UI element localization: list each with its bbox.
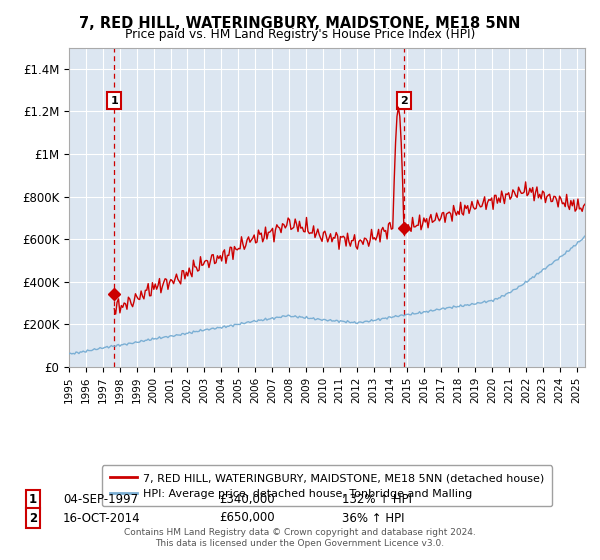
Text: 2: 2 (400, 96, 407, 106)
Text: 16-OCT-2014: 16-OCT-2014 (63, 511, 140, 525)
Text: Price paid vs. HM Land Registry's House Price Index (HPI): Price paid vs. HM Land Registry's House … (125, 28, 475, 41)
Text: 1: 1 (29, 493, 37, 506)
Text: 04-SEP-1997: 04-SEP-1997 (63, 493, 138, 506)
Text: 2: 2 (29, 511, 37, 525)
Text: 132% ↑ HPI: 132% ↑ HPI (342, 493, 412, 506)
Text: Contains HM Land Registry data © Crown copyright and database right 2024.
This d: Contains HM Land Registry data © Crown c… (124, 528, 476, 548)
Text: £340,000: £340,000 (219, 493, 275, 506)
Text: £650,000: £650,000 (219, 511, 275, 525)
Text: 1: 1 (110, 96, 118, 106)
Text: 7, RED HILL, WATERINGBURY, MAIDSTONE, ME18 5NN: 7, RED HILL, WATERINGBURY, MAIDSTONE, ME… (79, 16, 521, 31)
Text: 36% ↑ HPI: 36% ↑ HPI (342, 511, 404, 525)
Legend: 7, RED HILL, WATERINGBURY, MAIDSTONE, ME18 5NN (detached house), HPI: Average pr: 7, RED HILL, WATERINGBURY, MAIDSTONE, ME… (102, 465, 552, 506)
